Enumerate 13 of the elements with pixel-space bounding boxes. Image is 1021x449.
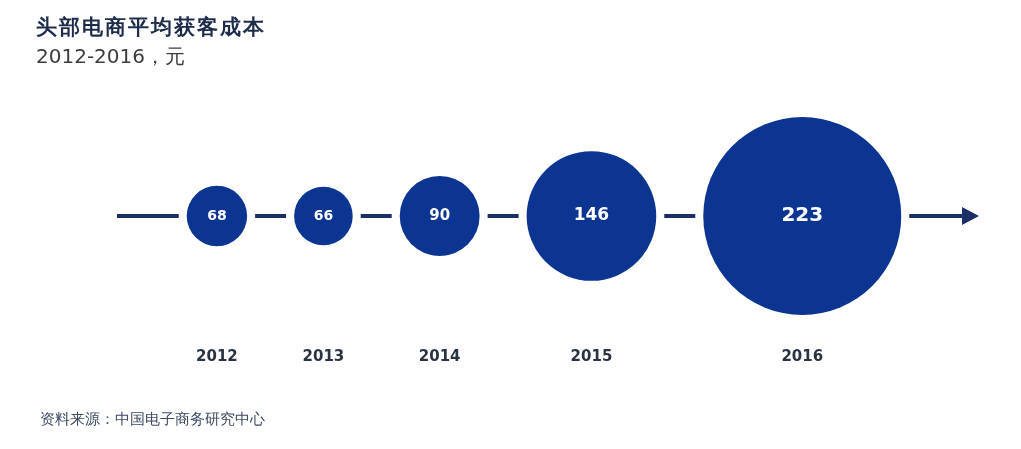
category-label: 2013 xyxy=(302,346,345,365)
text: 2012-2016，元 xyxy=(36,43,186,70)
text: 头部电商平均获客成本 xyxy=(36,14,266,41)
text: 资料来源：中国电子商务研究中心 xyxy=(40,410,265,429)
data-label: 68 xyxy=(207,206,227,223)
data-label: 223 xyxy=(781,202,824,227)
data-label: 66 xyxy=(313,206,334,223)
category-label: 2012 xyxy=(196,346,238,365)
category-label: 2016 xyxy=(781,346,824,365)
category-label: 2015 xyxy=(570,346,613,365)
data-label: 90 xyxy=(429,205,451,224)
data-label: 146 xyxy=(573,204,610,225)
category-label: 2014 xyxy=(418,346,461,365)
